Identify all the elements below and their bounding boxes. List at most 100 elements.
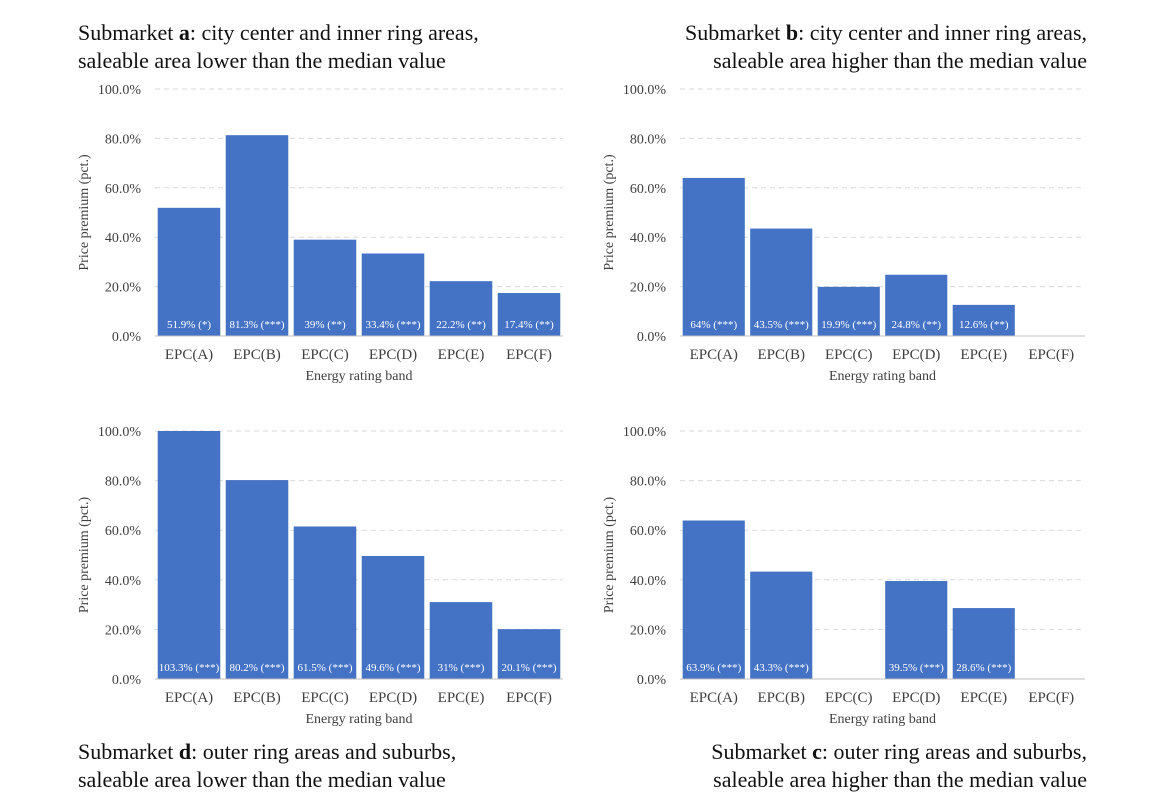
x-tick-label: EPC(F) [506, 347, 552, 363]
x-tick-label: EPC(F) [1028, 690, 1074, 706]
bar [225, 135, 289, 336]
y-tick-label: 20.0% [630, 281, 667, 296]
x-axis-title: Energy rating band [305, 712, 412, 727]
data-label: 22.2% (**) [436, 319, 486, 331]
x-tick-label: EPC(E) [960, 347, 1007, 363]
x-tick-label: EPC(D) [892, 690, 940, 706]
data-label: 31% (***) [438, 662, 485, 674]
bar [497, 293, 561, 336]
y-tick-label: 100.0% [98, 425, 142, 440]
y-axis-title: Price premium (pct.) [602, 154, 617, 271]
data-label: 61.5% (***) [298, 662, 353, 674]
data-label: 51.9% (*) [167, 319, 211, 331]
y-tick-label: 40.0% [630, 231, 667, 246]
x-tick-label: EPC(D) [369, 347, 417, 363]
caption-letter: b [785, 20, 799, 45]
y-tick-label: 60.0% [630, 524, 667, 539]
data-label: 81.3% (***) [230, 319, 285, 331]
x-axis-title: Energy rating band [829, 369, 936, 384]
data-label: 19.9% (***) [821, 319, 876, 331]
bar [952, 304, 1015, 336]
y-axis-title: Price premium (pct.) [602, 497, 617, 614]
y-tick-label: 100.0% [98, 83, 142, 98]
y-tick-label: 40.0% [630, 574, 667, 589]
caption-submarket-d: Submarket d: outer ring areas and suburb… [78, 738, 456, 794]
caption-rest: : outer ring areas and suburbs, [821, 739, 1087, 764]
x-tick-label: EPC(B) [757, 347, 805, 363]
y-tick-label: 100.0% [623, 83, 667, 98]
y-tick-label: 60.0% [105, 182, 142, 197]
data-label: 12.6% (**) [959, 319, 1009, 331]
x-tick-label: EPC(A) [165, 347, 213, 363]
y-axis-title: Price premium (pct.) [77, 497, 92, 614]
x-tick-label: EPC(C) [825, 347, 873, 363]
bar [429, 602, 493, 679]
bar [682, 520, 745, 679]
data-label: 39.5% (***) [889, 662, 944, 674]
y-tick-label: 20.0% [630, 623, 667, 638]
x-tick-label: EPC(D) [892, 347, 940, 363]
bar [157, 431, 221, 679]
y-tick-label: 60.0% [105, 524, 142, 539]
data-label: 49.6% (***) [366, 662, 421, 674]
x-tick-label: EPC(C) [301, 690, 349, 706]
caption-letter: c [812, 739, 822, 764]
y-tick-label: 0.0% [112, 330, 142, 345]
x-tick-label: EPC(D) [369, 690, 417, 706]
caption-prefix: Submarket [78, 739, 179, 764]
bar [293, 239, 357, 336]
y-tick-label: 80.0% [630, 475, 667, 490]
caption-rest: : city center and inner ring areas, [189, 20, 479, 45]
x-tick-label: EPC(C) [301, 347, 349, 363]
y-tick-label: 80.0% [105, 475, 142, 490]
caption-line2: saleable area higher than the median val… [713, 767, 1087, 792]
bar [293, 526, 357, 679]
data-label: 63.9% (***) [686, 662, 741, 674]
data-label: 43.3% (***) [754, 662, 809, 674]
data-label: 33.4% (***) [366, 319, 421, 331]
x-tick-label: EPC(B) [233, 347, 281, 363]
x-axis-title: Energy rating band [829, 712, 936, 727]
bar [952, 608, 1015, 679]
bar [750, 571, 813, 679]
x-tick-label: EPC(E) [438, 690, 485, 706]
x-tick-label: EPC(E) [438, 347, 485, 363]
caption-prefix: Submarket [685, 20, 786, 45]
bar [750, 228, 813, 336]
data-label: 103.3% (***) [159, 662, 220, 674]
x-tick-label: EPC(F) [506, 690, 552, 706]
y-tick-label: 100.0% [623, 425, 667, 440]
caption-prefix: Submarket [711, 739, 813, 764]
y-tick-label: 40.0% [105, 231, 142, 246]
caption-prefix: Submarket [78, 20, 179, 45]
caption-submarket-b: Submarket b: city center and inner ring … [685, 19, 1087, 75]
caption-rest: : outer ring areas and suburbs, [191, 739, 457, 764]
data-label: 20.1% (***) [502, 662, 557, 674]
caption-submarket-c: Submarket c: outer ring areas and suburb… [711, 738, 1087, 794]
y-tick-label: 60.0% [630, 182, 667, 197]
bar [497, 629, 561, 679]
y-tick-label: 80.0% [105, 132, 142, 147]
bar [885, 581, 948, 679]
bar [157, 207, 221, 336]
bar [225, 480, 289, 679]
y-tick-label: 0.0% [112, 673, 142, 688]
data-label: 64% (***) [690, 319, 737, 331]
x-tick-label: EPC(C) [825, 690, 873, 706]
data-label: 28.6% (***) [956, 662, 1011, 674]
x-tick-label: EPC(B) [757, 690, 805, 706]
x-axis-title: Energy rating band [305, 369, 412, 384]
data-label: 43.5% (***) [754, 319, 809, 331]
x-tick-label: EPC(F) [1028, 347, 1074, 363]
x-tick-label: EPC(E) [960, 690, 1007, 706]
x-tick-label: EPC(A) [165, 690, 213, 706]
caption-letter: a [178, 20, 190, 45]
bar [429, 281, 493, 336]
x-tick-label: EPC(B) [233, 690, 281, 706]
caption-rest: : city center and inner ring areas, [798, 20, 1087, 45]
data-label: 17.4% (**) [504, 319, 554, 331]
y-axis-title: Price premium (pct.) [77, 154, 92, 271]
y-tick-label: 40.0% [105, 574, 142, 589]
